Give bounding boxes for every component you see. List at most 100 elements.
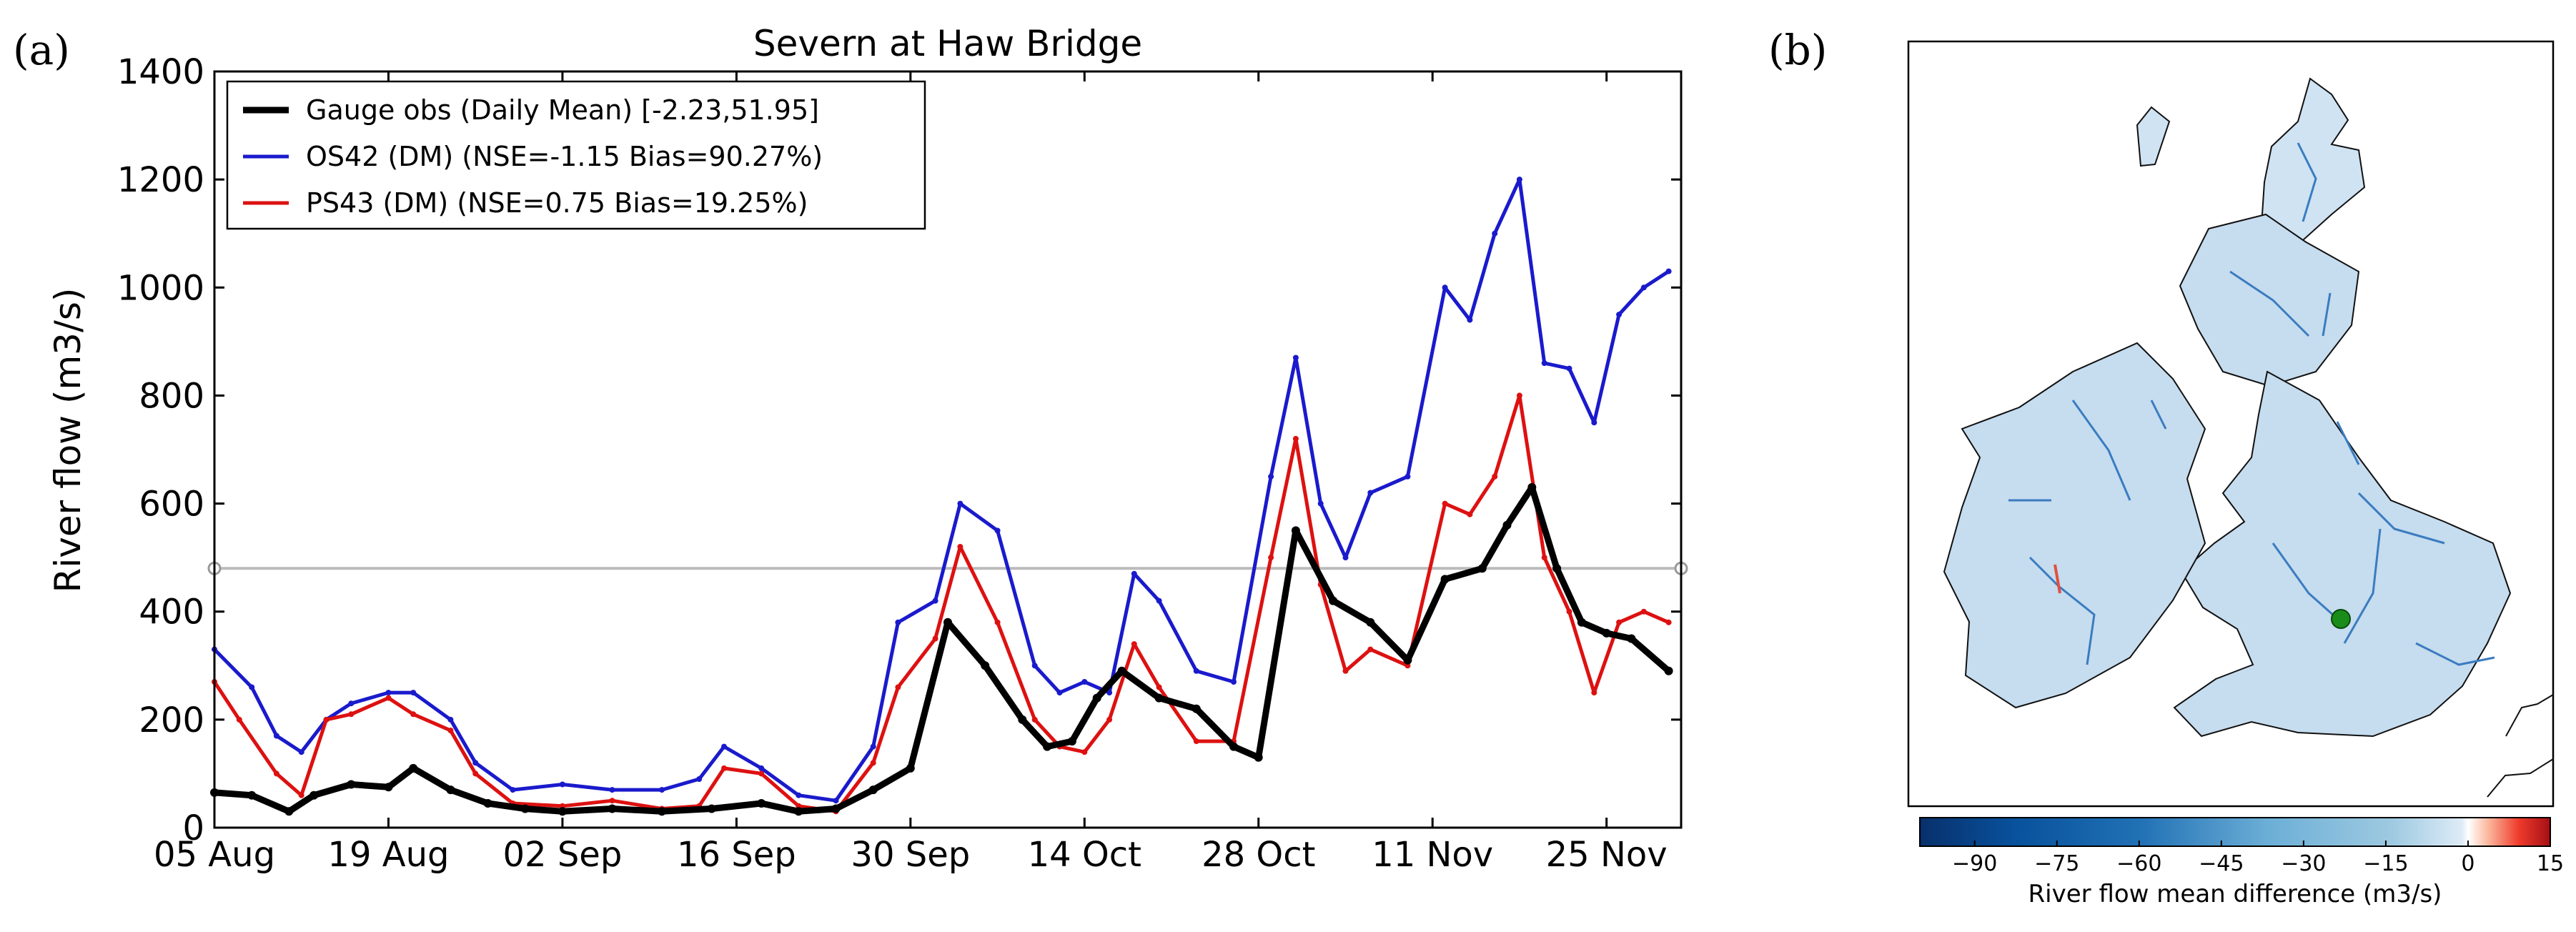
- series-os42-point: [659, 787, 665, 793]
- series-os42-point: [796, 792, 802, 798]
- series-os42-point: [1541, 360, 1547, 367]
- series-ps43-point: [870, 760, 876, 766]
- series-ps43-point: [410, 711, 417, 718]
- series-gauge-obs-point: [1664, 666, 1673, 675]
- series-os42-point: [1342, 555, 1349, 561]
- y-tick-label: 1000: [117, 268, 204, 308]
- series-ps43-point: [1516, 392, 1522, 399]
- series-os42-point: [1268, 473, 1274, 480]
- colorbar-tick-label: 0: [2461, 851, 2475, 876]
- series-os42-point: [410, 690, 417, 696]
- series-os42-point: [249, 684, 255, 690]
- series-os42-point: [1056, 690, 1063, 696]
- series-os42-point: [1292, 355, 1299, 361]
- colorbar-tick-label: −60: [2116, 851, 2161, 876]
- series-os42-point: [1665, 268, 1672, 274]
- series-gauge-obs-point: [1403, 655, 1412, 665]
- series-ps43-point: [1081, 749, 1088, 755]
- series-gauge-obs-point: [1291, 526, 1300, 535]
- y-tick-label: 1200: [117, 160, 204, 200]
- series-gauge-obs-point: [1440, 575, 1450, 584]
- series-gauge-obs-point: [757, 799, 766, 808]
- series-gauge-obs-point: [1552, 564, 1562, 573]
- x-tick-label: 28 Oct: [1202, 835, 1315, 875]
- series-os42-point: [1367, 490, 1374, 496]
- series-ps43-point: [1665, 619, 1672, 625]
- series-gauge-obs-point: [707, 804, 716, 813]
- series-os42-point: [1442, 284, 1448, 291]
- colorbar-tick-label: 15: [2537, 851, 2564, 876]
- series-os42-point: [273, 733, 279, 739]
- x-tick-label: 16 Sep: [677, 835, 796, 875]
- series-ps43-point: [236, 716, 242, 723]
- series-ps43-point: [957, 544, 963, 550]
- series-gauge-obs-point: [906, 763, 915, 773]
- series-os42-point: [1193, 668, 1199, 674]
- series-os42-point: [472, 760, 479, 766]
- series-ps43-point: [1031, 716, 1038, 723]
- colorbar: [1919, 817, 2551, 847]
- series-ps43-point: [1640, 608, 1647, 615]
- series-ps43-point: [447, 728, 454, 733]
- y-axis-label: River flow (m3/s): [47, 288, 89, 593]
- france-coastline: [2487, 694, 2554, 798]
- series-gauge-obs-point: [409, 763, 418, 773]
- panel-label-b: (b): [1768, 26, 1827, 74]
- ticks-layer: 0 200 400 600 800 1000 1200 1400 05 Aug 19 Aug 02 …: [117, 52, 1681, 875]
- series-ps43-point: [1193, 738, 1199, 745]
- legend: Gauge obs (Daily Mean) [-2.23,51.95] OS4…: [226, 80, 926, 230]
- chart-title: Severn at Haw Bridge: [753, 23, 1142, 64]
- series-gauge-obs-point: [1067, 737, 1076, 746]
- plot-frame: [213, 70, 1683, 829]
- series-gauge-obs-point: [446, 785, 455, 795]
- series-ps43-point: [1442, 500, 1448, 507]
- series-gauge-obs-point: [1154, 693, 1164, 703]
- series-gauge-obs-point: [943, 618, 952, 627]
- series-ps43-point: [1367, 646, 1374, 653]
- series-os42-point: [1131, 570, 1137, 577]
- series-ps43-point: [1131, 641, 1137, 648]
- river-network-england: [2272, 421, 2495, 666]
- series-os42-point: [1640, 284, 1647, 291]
- series-gauge-obs-point: [981, 661, 990, 670]
- series-os42-point: [833, 798, 839, 804]
- series-ps43-point: [1492, 473, 1498, 480]
- x-tick-label: 19 Aug: [327, 835, 449, 875]
- series-gauge-obs-point: [794, 807, 803, 816]
- series-ps43-point: [1591, 690, 1597, 696]
- x-tick-label: 05 Aug: [154, 835, 275, 875]
- legend-label-os42: OS42 (DM) (NSE=-1.15 Bias=90.27%): [306, 141, 823, 172]
- river-network-ireland: [2008, 400, 2167, 665]
- series-gauge-obs-point: [1366, 618, 1375, 627]
- series-gauge-obs-point: [1329, 596, 1338, 605]
- series-os42-point: [957, 500, 963, 507]
- series-ps43-point: [1467, 511, 1473, 517]
- series-gauge-obs-point: [309, 790, 319, 800]
- series-ps43-point: [932, 635, 938, 642]
- england-wales-landmass: [2173, 370, 2512, 738]
- series-gauge-obs-point: [483, 799, 492, 808]
- river-network-scotland: [2229, 142, 2332, 337]
- series-ps43-point: [1292, 435, 1299, 442]
- series-os42-point: [1231, 679, 1237, 685]
- x-tick-label: 14 Oct: [1028, 835, 1141, 875]
- series-os42-point: [1081, 679, 1088, 685]
- series-os42-point: [298, 749, 304, 755]
- series-ps43-point: [273, 770, 279, 777]
- series-os42-point: [559, 781, 565, 788]
- series-gauge-obs-point: [1043, 742, 1052, 751]
- series-os42-point: [1591, 420, 1597, 426]
- colorbar-tick-label: −75: [2034, 851, 2079, 876]
- y-tick-label: 800: [139, 376, 204, 416]
- series-ps43-point: [323, 716, 330, 723]
- series-ps43-point: [895, 684, 901, 690]
- x-tick-label: 25 Nov: [1546, 835, 1668, 875]
- series-gauge-obs-point: [1477, 564, 1487, 573]
- legend-box: [226, 80, 926, 230]
- chart-a: Severn at Haw Bridge River flow (m3/s) 0…: [47, 23, 1688, 875]
- haw-bridge-marker: [2331, 609, 2351, 629]
- series-gauge-obs-point: [247, 790, 257, 800]
- series-gauge-obs-point: [1117, 666, 1126, 675]
- series-gauge-obs-point: [1577, 618, 1586, 627]
